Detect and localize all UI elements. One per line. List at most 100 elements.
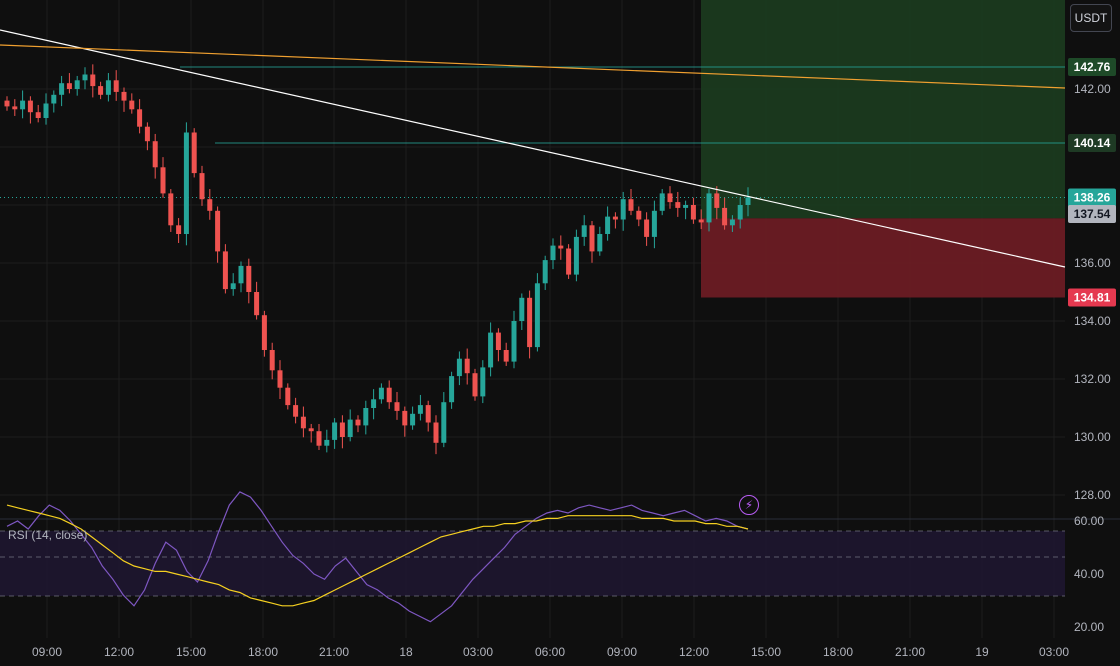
candle — [183, 132, 189, 234]
take-profit-zone — [701, 0, 1065, 219]
candle — [98, 86, 104, 95]
time-tick-label: 18:00 — [248, 645, 278, 659]
candle — [597, 234, 603, 252]
currency-button[interactable]: USDT — [1070, 4, 1112, 32]
tag-stop-bg — [1068, 288, 1116, 307]
candle — [722, 207, 728, 226]
candle — [464, 358, 470, 374]
tag-142-76: 142.76 — [1074, 60, 1111, 74]
candle — [503, 350, 509, 362]
lightning-icon[interactable]: ⚡ — [739, 495, 759, 515]
candle — [293, 405, 299, 417]
candle — [121, 91, 127, 101]
candle — [222, 251, 228, 290]
time-tick-label: 18 — [399, 645, 413, 659]
price-tick-label: 142.00 — [1074, 82, 1111, 96]
candle — [74, 80, 80, 89]
candle — [605, 216, 611, 234]
candle — [456, 358, 462, 377]
candle — [269, 350, 275, 371]
time-tick-label: 19 — [975, 645, 989, 659]
time-tick-label: 12:00 — [679, 645, 709, 659]
candle — [417, 405, 423, 414]
time-tick-label: 09:00 — [32, 645, 62, 659]
candle — [144, 126, 150, 142]
candle — [238, 265, 244, 284]
candle — [628, 199, 634, 211]
time-tick-label: 21:00 — [319, 645, 349, 659]
candle — [441, 402, 447, 443]
time-tick-label: 15:00 — [751, 645, 781, 659]
candle — [137, 109, 143, 127]
time-tick-label: 03:00 — [463, 645, 493, 659]
candle — [558, 245, 564, 249]
rsi-tick-label: 40.00 — [1074, 567, 1104, 581]
candle — [542, 260, 548, 284]
tag-entry: 137.54 — [1074, 207, 1111, 221]
candle — [332, 422, 338, 440]
candle — [191, 132, 197, 174]
time-tick-label: 18:00 — [823, 645, 853, 659]
candle — [488, 332, 494, 368]
rsi-tick-label: 60.00 — [1074, 514, 1104, 528]
candle — [386, 387, 392, 403]
time-tick-label: 09:00 — [607, 645, 637, 659]
trendlines — [0, 29, 1066, 268]
price-axis: 128.00130.00132.00134.00136.00138.00140.… — [1074, 82, 1111, 634]
candle — [51, 94, 57, 104]
candle — [339, 422, 345, 437]
candle — [66, 83, 72, 89]
candle — [589, 225, 595, 252]
candle — [472, 373, 478, 397]
candle — [745, 197, 751, 205]
time-axis: 09:00 12:00 15:00 18:00 21:00 18 03:00 06:00 09:… — [32, 645, 1069, 659]
candle — [152, 141, 158, 168]
candle — [12, 106, 18, 110]
candle — [683, 205, 689, 208]
candle — [729, 219, 735, 226]
candle — [90, 74, 96, 87]
tag-entry-bg — [1068, 204, 1116, 223]
time-tick-label: 21:00 — [895, 645, 925, 659]
candle — [82, 74, 88, 81]
candles — [4, 64, 751, 455]
rsi-line — [6, 491, 749, 623]
resistance-trendline — [0, 44, 1066, 89]
candle — [277, 370, 283, 388]
candle — [308, 428, 314, 432]
tag-140-14-bg — [1068, 133, 1116, 152]
time-tick-label: 06:00 — [535, 645, 565, 659]
time-tick-label: 15:00 — [176, 645, 206, 659]
price-tick-label: 132.00 — [1074, 372, 1111, 386]
candle — [644, 219, 650, 237]
price-tick-label: 134.00 — [1074, 314, 1111, 328]
candle — [527, 297, 533, 348]
candle — [706, 193, 712, 223]
candle — [347, 419, 353, 437]
candle — [667, 193, 673, 203]
rsi-tick-label: 20.00 — [1074, 620, 1104, 634]
tag-142-76-bg — [1068, 57, 1116, 76]
candle — [620, 199, 626, 220]
candle — [636, 210, 642, 220]
candle — [534, 283, 540, 348]
candle — [519, 297, 525, 321]
candle — [612, 216, 618, 220]
stop-loss-zone — [701, 218, 1065, 298]
candle — [690, 205, 696, 220]
candle — [378, 387, 384, 400]
tag-stop: 134.81 — [1074, 291, 1111, 305]
candle — [659, 193, 665, 211]
candle — [410, 413, 416, 426]
candle — [394, 402, 400, 411]
rsi-indicator-label[interactable]: RSI (14, close) — [8, 528, 88, 542]
candle — [698, 219, 704, 223]
candle — [176, 225, 182, 234]
rsi-pane — [0, 491, 1065, 623]
candle — [207, 199, 213, 211]
candle — [355, 419, 361, 426]
candle — [20, 100, 26, 110]
tag-current-price: 138.26 — [1074, 190, 1111, 204]
